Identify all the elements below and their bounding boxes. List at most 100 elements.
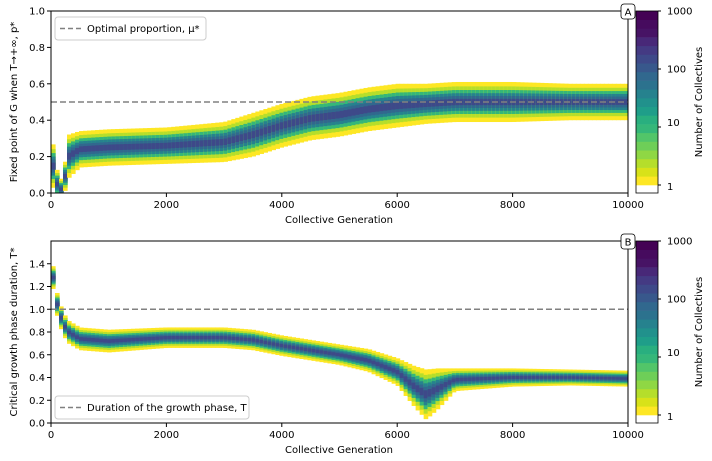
heat-cell-b-16-5 (115, 338, 120, 343)
heat-cell-b-110-5 (491, 376, 497, 380)
heat-cell-b-80-5 (371, 360, 377, 365)
y-tick-label-b-0: 0.0 (29, 419, 45, 430)
legend-b: Duration of the growth phase, T (54, 395, 250, 420)
heat-cell-a-94-5 (427, 100, 433, 107)
heat-cell-b-48-5 (243, 337, 248, 341)
heat-cell-b-135-5 (591, 376, 597, 380)
heat-cell-b-99-5 (447, 380, 453, 385)
heat-cell-a-71-5 (335, 111, 341, 119)
heat-cell-a-52-5 (259, 128, 264, 136)
heat-cell-a-29-5 (167, 142, 172, 149)
colorbar-tick-label-b-1: 100 (667, 295, 686, 306)
heat-cell-a-58-5 (283, 121, 289, 129)
heat-cell-b-85-5 (391, 368, 397, 373)
colorbar-tick-label-a-1: 100 (667, 65, 686, 76)
y-axis-b: 0.0 0.2 0.4 0.6 0.8 1.0 1.2 1.4 (29, 259, 51, 430)
heat-cell-b-54-5 (267, 341, 272, 345)
heat-cell-b-35-5 (191, 336, 196, 340)
y-tick-label-a-0: 0.0 (29, 189, 45, 200)
heat-cell-b-75-5 (351, 355, 357, 360)
heat-cell-a-25-5 (151, 143, 156, 150)
heat-cell-b-70-5 (331, 352, 337, 356)
y-axis-label-b: Critical growth phase duration, T* (9, 247, 20, 416)
heat-cell-b-55-5 (271, 342, 276, 346)
axes-frame-a (50, 10, 629, 194)
heat-cell-b-126-5 (555, 376, 561, 379)
heat-cell-a-33-5 (183, 141, 188, 148)
heat-cell-a-90-5 (411, 101, 417, 108)
colorbar-label-a: Number of Collectives (694, 47, 705, 157)
heat-cell-a-72-5 (339, 110, 345, 118)
heat-cell-a-41-5 (215, 139, 220, 146)
y-tick-label-b-4: 0.8 (29, 328, 45, 339)
heat-cell-a-53-5 (263, 127, 268, 135)
heat-cell-b-31-5 (175, 336, 180, 340)
heat-cell-b-115-5 (511, 376, 517, 379)
heat-cell-b-86-5 (395, 369, 401, 375)
heat-cell-a-65-5 (311, 114, 317, 122)
colorbar-segment-b-9 (636, 328, 658, 337)
colorbar-segment-b-3 (636, 380, 658, 390)
colorbar-segment-b-19 (636, 241, 658, 250)
heat-cell-b-95-5 (431, 387, 437, 395)
panel-label-b: B (620, 233, 636, 250)
y-tick-label-b-7: 1.4 (29, 259, 45, 270)
heat-cell-b-97-5 (439, 383, 445, 390)
colorbar-segment-a-10 (636, 89, 658, 99)
heat-cell-b-24-5 (147, 337, 152, 341)
heat-cell-b-74-5 (347, 355, 353, 359)
heat-cell-a-70-5 (331, 112, 337, 119)
legend-box-a (54, 16, 207, 41)
colorbar-segment-a-2 (636, 158, 658, 168)
heat-cell-b-82-5 (379, 363, 385, 368)
heat-cell-b-58-5 (283, 344, 289, 348)
heat-cell-a-92-5 (419, 100, 425, 108)
heat-cell-b-123-5 (543, 376, 549, 379)
heat-cell-a-95-5 (431, 100, 437, 107)
colorbar-segment-b-14 (636, 284, 658, 294)
heat-cell-a-86-5 (395, 102, 401, 110)
colorbar-base-b (636, 415, 658, 423)
heat-cell-b-63-5 (303, 347, 309, 352)
heat-cell-a-20-5 (131, 143, 136, 150)
heat-cell-b-14-5 (107, 339, 112, 343)
heat-cell-a-56-5 (275, 123, 280, 131)
heat-cell-a-8-5 (83, 146, 88, 152)
heat-cell-b-143-5 (623, 377, 628, 380)
heat-cell-b-65-5 (311, 349, 317, 353)
heat-cell-a-18-5 (123, 144, 128, 150)
heat-cell-a-57-5 (279, 122, 285, 130)
heat-cell-b-71-5 (335, 352, 341, 357)
colorbar-tick-label-b-3: 1 (667, 412, 673, 423)
heat-cell-b-122-5 (539, 376, 545, 379)
heat-cell-b-98-5 (443, 382, 449, 388)
colorbar-segment-a-1 (636, 167, 658, 177)
heat-cell-a-69-5 (327, 112, 333, 120)
colorbar-segment-b-13 (636, 293, 658, 303)
colorbar-segment-a-4 (636, 141, 658, 151)
heat-cell-b-112-5 (499, 376, 505, 380)
heat-cell-b-61-5 (295, 346, 301, 350)
heat-cell-b-38-5 (203, 336, 208, 340)
heat-cell-a-43-5 (223, 138, 228, 145)
heat-cell-b-120-5 (531, 376, 537, 379)
heat-cell-b-41-5 (215, 336, 220, 340)
heat-cell-b-43-5 (223, 336, 228, 340)
heat-cell-b-49-5 (247, 338, 252, 342)
heat-cell-b-119-5 (527, 376, 533, 379)
heat-cell-a-84-5 (387, 103, 393, 111)
heat-cell-a-54-5 (267, 126, 272, 134)
heat-cell-b-9-5 (87, 337, 92, 342)
heat-cell-b-114-5 (507, 376, 513, 380)
colorbar-segment-a-8 (636, 106, 658, 116)
panel-label-box-b (620, 233, 636, 250)
x-axis-b: 0 2000 4000 6000 8000 10000 (48, 423, 644, 441)
heat-cell-a-42-5 (219, 139, 224, 146)
y-axis-label-a: Fixed point of G when T→+∞, p* (9, 22, 20, 183)
heat-cell-b-45-5 (231, 336, 236, 341)
heat-cell-b-102-5 (459, 377, 465, 382)
heat-cell-a-15-5 (111, 144, 116, 151)
y-axis-a: 0.0 0.2 0.4 0.6 0.8 1.0 (29, 7, 51, 200)
colorbar-a: 1000 100 10 1 (635, 7, 692, 194)
legend-label-a: Optimal proportion, μ* (87, 24, 200, 35)
